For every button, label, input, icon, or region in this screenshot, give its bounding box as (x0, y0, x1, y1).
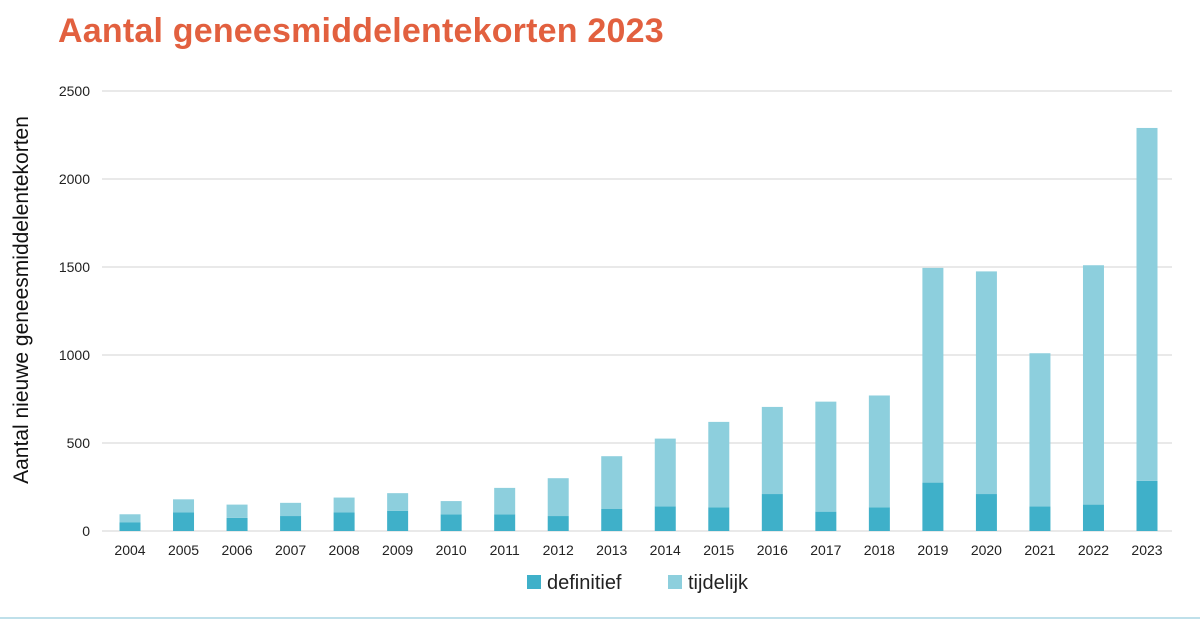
bar-definitief-2015 (708, 507, 730, 531)
x-tick-label: 2014 (650, 542, 681, 558)
y-axis-label: Aantal nieuwe geneesmiddelentekorten (10, 116, 33, 484)
y-tick-label: 2500 (59, 83, 90, 99)
x-tick-label: 2004 (114, 542, 145, 558)
bottom-divider (0, 617, 1200, 619)
bar-tijdelijk-2004 (119, 514, 141, 523)
bars (119, 127, 1158, 531)
legend: definitief tijdelijk (527, 572, 749, 594)
x-tick-label: 2007 (275, 542, 306, 558)
bar-definitief-2004 (119, 522, 141, 531)
y-axis-ticks: 2500 2000 1500 1000 500 0 (59, 83, 90, 539)
legend-label-definitief: definitief (547, 572, 622, 594)
x-tick-label: 2016 (757, 542, 788, 558)
x-tick-label: 2008 (329, 542, 360, 558)
bar-definitief-2022 (1082, 504, 1104, 531)
bar-tijdelijk-2015 (708, 421, 730, 508)
x-tick-label: 2015 (703, 542, 734, 558)
bar-definitief-2020 (975, 494, 997, 531)
bar-definitief-2017 (815, 511, 837, 531)
bar-tijdelijk-2020 (975, 271, 997, 495)
bar-definitief-2010 (440, 514, 462, 531)
bar-definitief-2012 (547, 516, 569, 531)
x-tick-label: 2006 (221, 542, 252, 558)
bar-tijdelijk-2019 (922, 267, 944, 483)
bar-definitief-2006 (226, 517, 248, 531)
x-tick-label: 2019 (917, 542, 948, 558)
legend-swatch-definitief (527, 575, 541, 589)
bar-definitief-2023 (1136, 480, 1158, 531)
x-tick-label: 2020 (971, 542, 1002, 558)
y-tick-label: 1000 (59, 347, 90, 363)
y-tick-label: 500 (67, 435, 91, 451)
legend-label-tijdelijk: tijdelijk (688, 572, 749, 594)
x-tick-label: 2018 (864, 542, 895, 558)
bar-tijdelijk-2007 (280, 502, 302, 517)
x-tick-label: 2009 (382, 542, 413, 558)
x-tick-label: 2017 (810, 542, 841, 558)
x-tick-label: 2005 (168, 542, 199, 558)
x-axis-ticks: 2004 2005 2006 2007 2008 2009 2010 2011 2012 2013… (114, 542, 1162, 558)
bar-definitief-2008 (333, 512, 355, 531)
bar-tijdelijk-2018 (868, 395, 890, 508)
x-tick-label: 2010 (436, 542, 467, 558)
bar-tijdelijk-2022 (1082, 265, 1104, 505)
bar-definitief-2013 (601, 509, 623, 531)
bar-tijdelijk-2005 (173, 499, 195, 513)
bar-tijdelijk-2008 (333, 497, 355, 513)
bar-definitief-2014 (654, 506, 676, 531)
y-tick-label: 1500 (59, 259, 90, 275)
bar-tijdelijk-2013 (601, 456, 623, 509)
bar-tijdelijk-2011 (494, 487, 516, 515)
bar-tijdelijk-2014 (654, 438, 676, 507)
chart-title: Aantal geneesmiddelentekorten 2023 (58, 12, 664, 50)
bar-definitief-2018 (868, 507, 890, 531)
bar-definitief-2009 (387, 510, 409, 531)
y-tick-label: 0 (82, 523, 90, 539)
bar-tijdelijk-2010 (440, 501, 462, 515)
x-tick-label: 2021 (1024, 542, 1055, 558)
x-tick-label: 2011 (490, 542, 520, 558)
y-tick-label: 2000 (59, 171, 90, 187)
bar-definitief-2016 (761, 494, 783, 531)
bar-definitief-2005 (173, 512, 195, 531)
bar-tijdelijk-2021 (1029, 353, 1051, 507)
legend-swatch-tijdelijk (668, 575, 682, 589)
bar-definitief-2021 (1029, 506, 1051, 531)
bar-definitief-2011 (494, 514, 516, 531)
bar-tijdelijk-2023 (1136, 127, 1158, 481)
bar-tijdelijk-2012 (547, 478, 569, 517)
bar-tijdelijk-2006 (226, 504, 248, 518)
bar-definitief-2019 (922, 482, 944, 531)
bar-tijdelijk-2016 (761, 406, 783, 495)
x-tick-label: 2012 (543, 542, 574, 558)
gridlines (102, 90, 1172, 532)
bar-tijdelijk-2009 (387, 493, 409, 511)
x-tick-label: 2022 (1078, 542, 1109, 558)
x-tick-label: 2023 (1131, 542, 1162, 558)
x-tick-label: 2013 (596, 542, 627, 558)
bar-definitief-2007 (280, 516, 302, 531)
bar-tijdelijk-2017 (815, 401, 837, 512)
